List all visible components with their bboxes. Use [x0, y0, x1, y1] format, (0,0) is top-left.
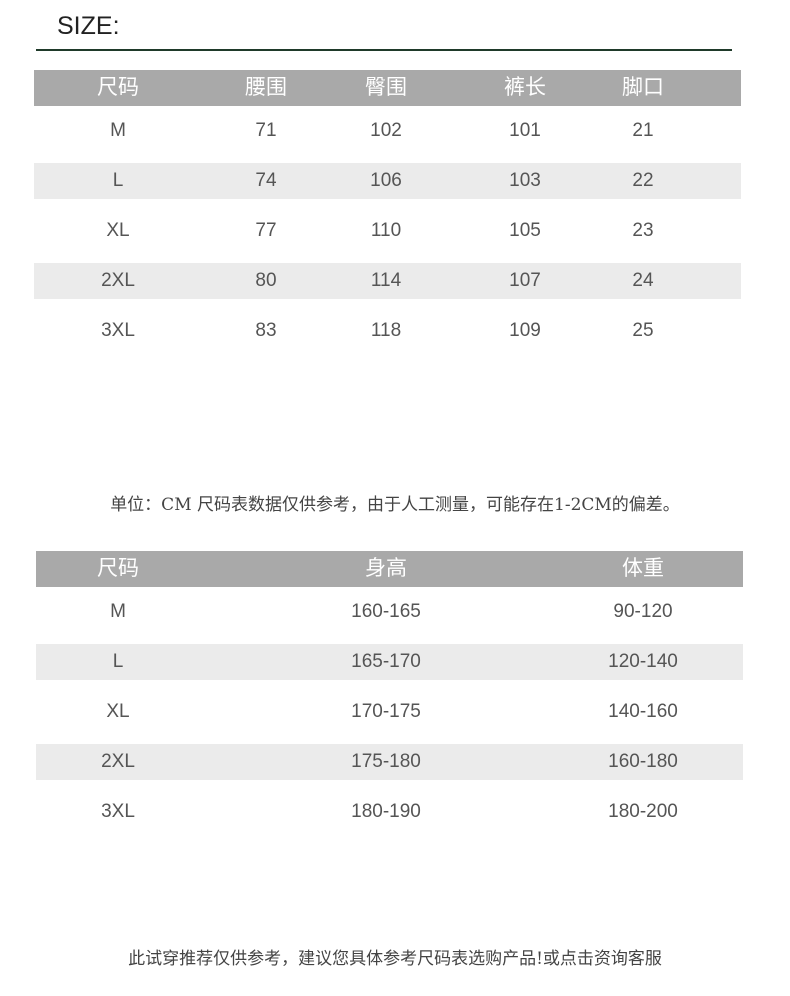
- table-cell: 71: [255, 120, 277, 141]
- header-cell: 身高: [365, 557, 407, 580]
- table-row: XL 77 110 105 23: [34, 213, 741, 249]
- table-row: L 165-170 120-140: [36, 644, 743, 680]
- table-cell: 175-180: [351, 751, 421, 772]
- table-cell: 80: [255, 270, 277, 291]
- table-row: 2XL 175-180 160-180: [36, 744, 743, 780]
- header-cell: 臀围: [365, 76, 407, 99]
- title-divider: [36, 49, 732, 51]
- table-cell: 3XL: [101, 320, 135, 341]
- table-row: 3XL 83 118 109 25: [34, 313, 741, 349]
- table-cell: 24: [632, 270, 654, 291]
- table-cell: 25: [632, 320, 654, 341]
- table-cell: 160-165: [351, 601, 421, 622]
- table-cell: 2XL: [101, 751, 135, 772]
- table-header: 尺码 腰围 臀围 裤长 脚口: [34, 70, 741, 106]
- table-cell: 23: [632, 220, 654, 241]
- table-row: M 71 102 101 21: [34, 113, 741, 149]
- table-row: XL 170-175 140-160: [36, 694, 743, 730]
- table-cell: 170-175: [351, 701, 421, 722]
- table-cell: 77: [255, 220, 277, 241]
- table-cell: 22: [632, 170, 654, 191]
- table-row: 3XL 180-190 180-200: [36, 794, 743, 830]
- table-cell: 118: [370, 320, 402, 341]
- table-cell: M: [110, 120, 126, 141]
- table-cell: 107: [509, 270, 541, 291]
- size-title: SIZE:: [57, 12, 120, 40]
- table-cell: 165-170: [351, 651, 421, 672]
- table-cell: 106: [370, 170, 402, 191]
- table-cell: 140-160: [608, 701, 678, 722]
- table-cell: 2XL: [101, 270, 135, 291]
- header-cell: 裤长: [504, 76, 546, 99]
- header-cell: 尺码: [97, 76, 139, 99]
- header-cell: 腰围: [245, 76, 287, 99]
- table-cell: XL: [106, 701, 130, 722]
- table-cell: 105: [509, 220, 541, 241]
- measurement-table: 尺码 腰围 臀围 裤长 脚口 M 71 102 101 21 L 74 106 103 22 XL 77 110 1…: [34, 70, 741, 370]
- table-cell: 101: [509, 120, 541, 141]
- table-cell: 103: [509, 170, 541, 191]
- table-cell: 102: [370, 120, 402, 141]
- table-cell: 74: [255, 170, 277, 191]
- table-cell: 21: [632, 120, 654, 141]
- fit-recommendation-table: 尺码 身高 体重 M 160-165 90-120 L 165-170 120-140 XL 170…: [36, 551, 743, 851]
- table-cell: L: [112, 651, 124, 672]
- table-cell: XL: [106, 220, 130, 241]
- table-row: 2XL 80 114 107 24: [34, 263, 741, 299]
- table-row: L 74 106 103 22: [34, 163, 741, 199]
- table-cell: 110: [370, 220, 402, 241]
- table-cell: 83: [255, 320, 277, 341]
- table-row: M 160-165 90-120: [36, 594, 743, 630]
- table-cell: 109: [509, 320, 541, 341]
- measurement-note: 单位：CM 尺码表数据仅供参考，由于人工测量，可能存在1-2CM的偏差。: [110, 495, 680, 515]
- table-cell: 180-200: [608, 801, 678, 822]
- table-cell: M: [110, 601, 126, 622]
- header-cell: 脚口: [622, 76, 664, 99]
- header-cell: 尺码: [97, 557, 139, 580]
- table-cell: 114: [370, 270, 402, 291]
- table-cell: 120-140: [608, 651, 678, 672]
- recommendation-note: 此试穿推荐仅供参考，建议您具体参考尺码表选购产品!或点击资询客服: [128, 949, 662, 969]
- table-header: 尺码 身高 体重: [36, 551, 743, 587]
- table-cell: L: [112, 170, 124, 191]
- table-cell: 90-120: [613, 601, 673, 622]
- table-cell: 160-180: [608, 751, 678, 772]
- table-cell: 180-190: [351, 801, 421, 822]
- table-cell: 3XL: [101, 801, 135, 822]
- header-cell: 体重: [622, 557, 664, 580]
